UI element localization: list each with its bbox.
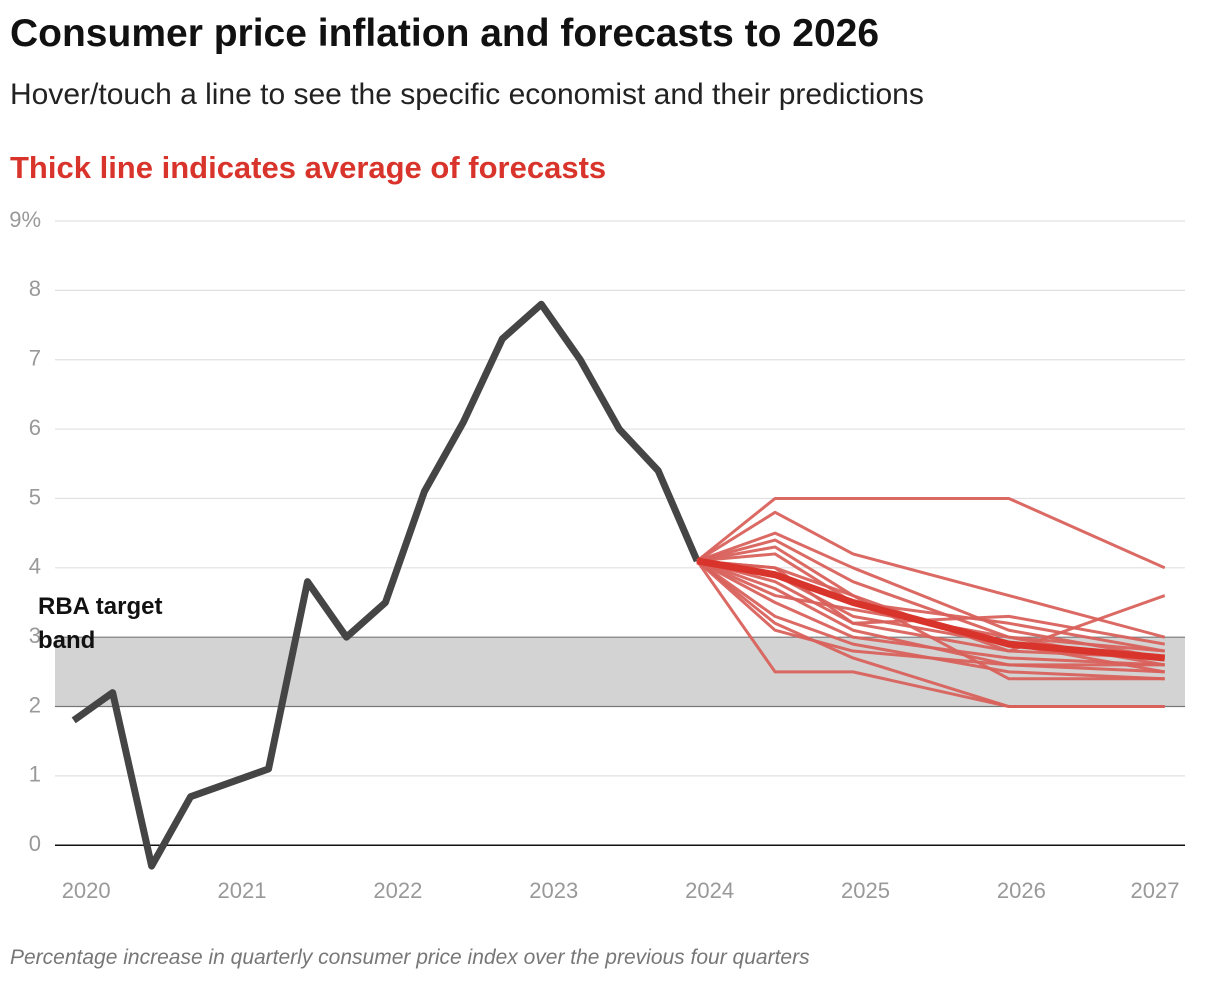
forecast-line	[696, 559, 1165, 674]
forecast-line	[696, 559, 1165, 667]
y-tick-label: 1	[29, 762, 41, 787]
chart-subtitle: Hover/touch a line to see the specific e…	[10, 78, 924, 111]
x-tick-label: 2022	[373, 878, 422, 903]
forecast-line	[697, 559, 1165, 660]
forecast-line	[696, 559, 1165, 653]
x-tick-label: 2026	[997, 878, 1046, 903]
forecast-line	[696, 559, 1165, 681]
forecast-line	[696, 510, 1166, 639]
x-tick-label: 2023	[529, 878, 578, 903]
x-tick-label: 2027	[1131, 878, 1180, 903]
forecast-line	[696, 559, 1165, 667]
forecast-line	[696, 496, 1166, 570]
chart-title: Consumer price inflation and forecasts t…	[10, 12, 880, 55]
y-tick-label: 6	[29, 415, 41, 440]
y-tick-label: 3	[29, 623, 41, 648]
y-tick-label: 5	[29, 484, 41, 509]
y-tick-label: 8	[29, 276, 41, 301]
forecast-line	[696, 545, 1165, 681]
y-tick-label: 7	[29, 346, 41, 371]
y-tick-label: 9%	[9, 207, 41, 232]
forecast-line	[696, 531, 1166, 660]
chart-caption: Percentage increase in quarterly consume…	[10, 946, 810, 969]
chart-note: Thick line indicates average of forecast…	[10, 150, 607, 185]
band-label: RBA target band	[38, 593, 163, 654]
x-tick-label: 2025	[841, 878, 890, 903]
x-tick-label: 2024	[685, 878, 734, 903]
average-line	[696, 557, 1166, 662]
history-line	[71, 300, 701, 870]
y-tick-label: 4	[29, 554, 41, 579]
y-tick-label: 2	[29, 692, 41, 717]
forecast-line	[695, 560, 1165, 709]
x-tick-label: 2021	[218, 878, 267, 903]
x-tick-label: 2020	[62, 878, 111, 903]
y-tick-label: 0	[29, 831, 41, 856]
